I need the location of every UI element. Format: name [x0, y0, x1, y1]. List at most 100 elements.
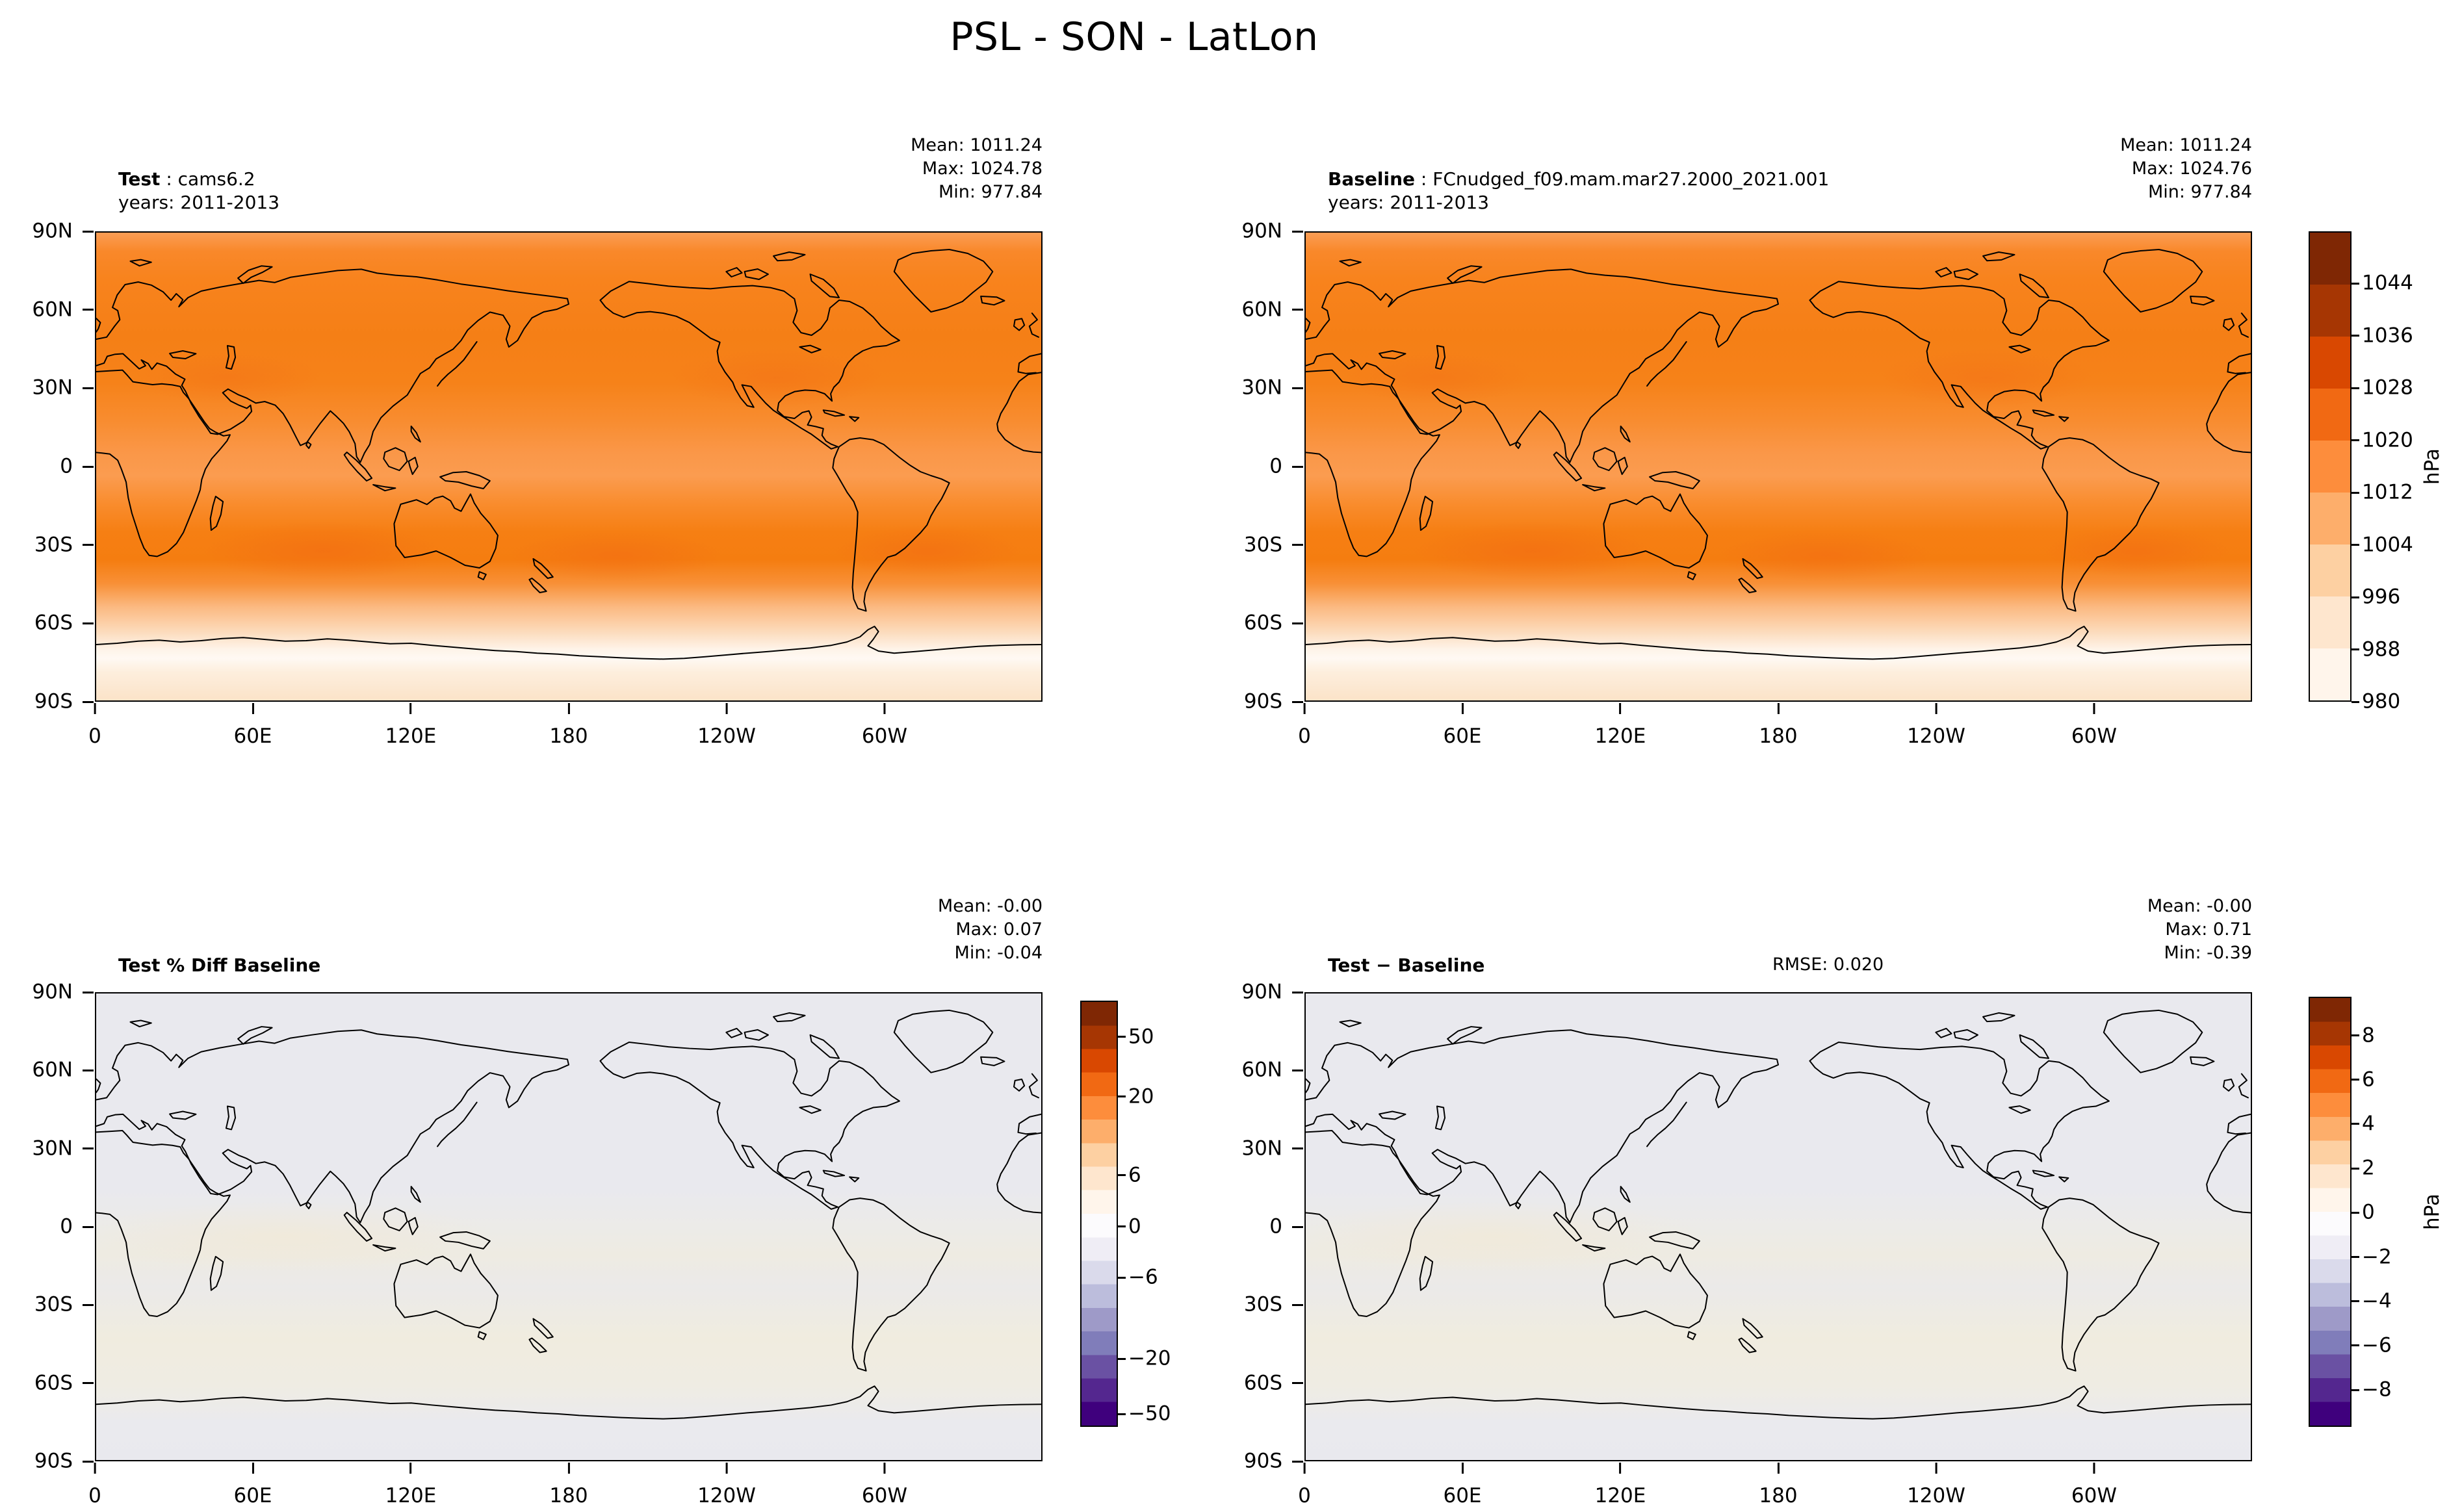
- y-tick-label: 90N: [32, 219, 73, 243]
- stat-max: Max: 1024.78: [922, 159, 1043, 179]
- colorbar-main-unit: hPa: [2420, 448, 2444, 485]
- y-tick-label: 60N: [1241, 298, 1282, 322]
- colorbar-pct: 50 20 6 0 −6 −20 −50: [1080, 1001, 1171, 1427]
- y-axis-pct-diff: 90N 60N 30N 0 30S 60S 90S: [0, 982, 73, 1471]
- colorbar-diff-ticks: 8 6 4 2 0 −2 −4 −6 −8: [2352, 997, 2449, 1427]
- stat-max: Max: 1024.76: [2131, 159, 2252, 179]
- colorbar-diff: 8 6 4 2 0 −2 −4 −6 −8: [2309, 997, 2392, 1427]
- pct-diff-title: Test % Diff Baseline: [118, 955, 321, 976]
- y-tick-label: 0: [1269, 454, 1282, 478]
- x-axis-pct-diff: 0 60E 120E 180 120W 60W: [88, 1474, 1043, 1506]
- x-tick-label: 120E: [385, 1484, 437, 1507]
- x-tick-label: 120W: [1907, 1484, 1965, 1507]
- colorbar-tick-label: 2: [2362, 1156, 2375, 1180]
- stat-mean: Mean: 1011.24: [2120, 135, 2252, 155]
- y-tick-label: 30S: [34, 533, 73, 557]
- x-tick-label: 60W: [861, 724, 908, 748]
- colorbar-tick-label: 8: [2362, 1023, 2375, 1047]
- y-tick-label: 30S: [34, 1292, 73, 1316]
- panel-baseline-header: Baseline : FCnudged_f09.mam.mar27.2000_2…: [1328, 168, 1829, 214]
- x-axis-baseline: 0 60E 120E 180 120W 60W: [1298, 715, 2252, 747]
- colorbar-tick-label: 996: [2362, 585, 2401, 609]
- colorbar-tick-label: −4: [2362, 1289, 2392, 1313]
- colorbar-tick-label: 0: [2362, 1200, 2375, 1224]
- coastlines: [96, 1009, 1041, 1420]
- coastlines: [1306, 248, 2251, 660]
- y-axis-test: 90N 60N 30N 0 30S 60S 90S: [0, 221, 73, 711]
- stat-min: Min: 977.84: [2147, 182, 2252, 202]
- colorbar-main-gradient: [2309, 231, 2352, 702]
- x-tick-label: 60E: [233, 724, 272, 748]
- colorbar-tick-label: −8: [2362, 1377, 2392, 1402]
- rmse-value: RMSE: 0.020: [1772, 955, 1884, 975]
- colorbar-tick-label: 1012: [2362, 480, 2413, 504]
- baseline-sep: :: [1415, 168, 1433, 190]
- x-tick-label: 60W: [861, 1484, 908, 1507]
- x-tick-label: 180: [1759, 1484, 1798, 1507]
- colorbar-tick-label: 1044: [2362, 271, 2413, 295]
- map-baseline: [1304, 231, 2252, 702]
- test-stats: Mean: 1011.24 Max: 1024.78 Min: 977.84: [911, 134, 1043, 204]
- colorbar-main-ticks: 1044 1036 1028 1020 1012 1004 996 988 980: [2352, 231, 2449, 711]
- y-tick-label: 30N: [32, 1136, 73, 1160]
- colorbar-tick-label: −6: [1128, 1265, 1158, 1289]
- y-tick-label: 60S: [34, 611, 73, 635]
- test-run-line: Test : cams6.2: [118, 168, 279, 191]
- x-tick-label: 120W: [1907, 724, 1965, 748]
- colorbar-pct-ticks: 50 20 6 0 −6 −20 −50: [1118, 1001, 1215, 1427]
- y-tick-label: 90N: [1241, 219, 1282, 243]
- stat-max: Max: 0.07: [955, 919, 1043, 940]
- test-sep: :: [160, 168, 178, 190]
- y-tick-label: 60S: [1243, 1371, 1282, 1395]
- coastlines: [1306, 1009, 2251, 1420]
- x-tick-label: 60E: [233, 1484, 272, 1507]
- x-tick-label: 180: [549, 1484, 588, 1507]
- x-tick-label: 0: [88, 1484, 101, 1507]
- test-run-name: cams6.2: [177, 168, 255, 190]
- stat-min: Min: -0.04: [954, 943, 1043, 963]
- colorbar-tick-label: −2: [2362, 1245, 2392, 1268]
- colorbar-tick-label: −6: [2362, 1333, 2392, 1357]
- colorbar-tick-label: 50: [1128, 1025, 1154, 1049]
- y-tick-label: 90S: [34, 689, 73, 713]
- y-tick-label: 0: [60, 1214, 73, 1238]
- y-tick-label: 0: [1269, 1214, 1282, 1238]
- x-tick-label: 120E: [385, 724, 437, 748]
- y-tick-label: 30S: [1243, 533, 1282, 557]
- colorbar-tick-label: 6: [2362, 1068, 2375, 1092]
- y-tick-label: 60N: [1241, 1058, 1282, 1082]
- colorbar-diff-unit: hPa: [2420, 1194, 2444, 1230]
- x-tick-label: 180: [549, 724, 588, 748]
- map-diff: [1304, 992, 2252, 1461]
- diff-stats: Mean: -0.00 Max: 0.71 Min: -0.39: [2147, 895, 2252, 965]
- colorbar-tick-label: 0: [1128, 1214, 1141, 1238]
- baseline-years: years: 2011-2013: [1328, 192, 1490, 213]
- y-tick-label: 30N: [32, 376, 73, 400]
- test-label: Test: [118, 168, 161, 190]
- colorbar-tick-label: 20: [1128, 1084, 1154, 1108]
- panel-baseline: Baseline : FCnudged_f09.mam.mar27.2000_2…: [1241, 135, 2252, 747]
- y-tick-label: 60N: [32, 1058, 73, 1082]
- panel-pct-diff: Test % Diff Baseline Mean: -0.00 Max: 0.…: [32, 896, 1043, 1506]
- coastlines: [96, 248, 1041, 660]
- baseline-label: Baseline: [1328, 168, 1416, 190]
- colorbar-tick-label: 6: [1128, 1163, 1141, 1187]
- panel-test-header: Test : cams6.2 years: 2011-2013: [118, 168, 279, 214]
- stat-mean: Mean: -0.00: [2147, 896, 2252, 916]
- baseline-stats: Mean: 1011.24 Max: 1024.76 Min: 977.84: [2120, 134, 2252, 204]
- baseline-run-name: FCnudged_f09.mam.mar27.2000_2021.001: [1432, 168, 1830, 190]
- y-tick-label: 30S: [1243, 1292, 1282, 1316]
- diff-title: Test − Baseline: [1328, 955, 1485, 976]
- baseline-run-line: Baseline : FCnudged_f09.mam.mar27.2000_2…: [1328, 168, 1829, 191]
- x-tick-label: 180: [1759, 724, 1798, 748]
- y-axis-diff: 90N 60N 30N 0 30S 60S 90S: [1210, 982, 1282, 1471]
- x-tick-label: 60E: [1443, 1484, 1482, 1507]
- test-years: years: 2011-2013: [118, 192, 280, 213]
- y-tick-label: 90N: [32, 980, 73, 1004]
- stat-mean: Mean: 1011.24: [911, 135, 1043, 155]
- y-tick-label: 60S: [1243, 611, 1282, 635]
- y-tick-label: 30N: [1241, 1136, 1282, 1160]
- colorbar-tick-label: 988: [2362, 637, 2401, 661]
- x-tick-label: 0: [88, 724, 101, 748]
